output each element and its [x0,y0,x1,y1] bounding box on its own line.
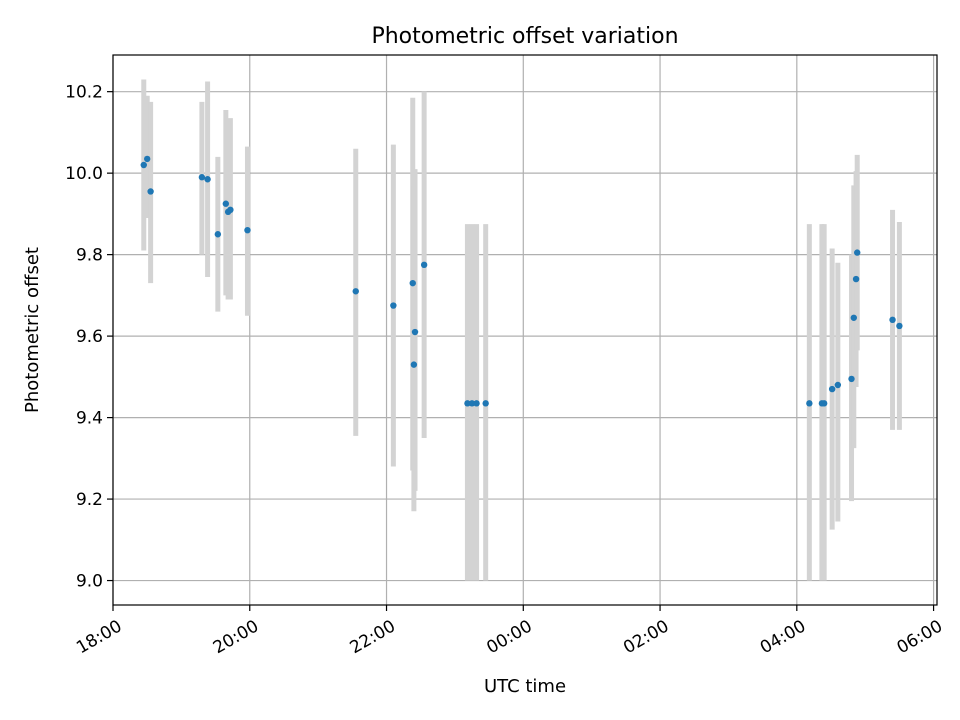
data-point [222,200,230,207]
x-tick-label: 02:00 [620,616,672,658]
y-tick-label: 10.0 [65,164,103,184]
x-tick-label: 22:00 [347,616,399,658]
data-point [473,400,480,407]
data-point [204,176,211,183]
data-point [410,361,418,368]
y-tick-label: 9.6 [76,327,103,347]
y-tick-label: 9.2 [76,490,103,510]
data-point [411,328,419,336]
y-tick-label: 9.0 [76,572,103,592]
x-axis-ticks: 18:00 20:00 22:00 00:00 02:00 04:00 06:00 [73,605,946,658]
data-point [244,226,251,234]
x-tick-label: 20:00 [210,616,262,658]
chart-title: Photometric offset variation [371,24,678,49]
data-point [482,400,489,407]
data-point [390,302,397,309]
data-point [420,261,428,269]
data-point [834,381,842,389]
data-point [352,288,359,295]
data-point [854,249,861,256]
data-point [820,400,828,407]
data-point [852,275,860,283]
data-point [468,400,476,407]
data-point [147,188,154,195]
data-point [143,155,151,163]
y-axis-ticks: 9.0 9.2 9.4 9.6 9.8 10.0 10.2 [65,83,113,592]
y-tick-label: 9.8 [76,246,103,266]
y-tick-label: 10.2 [65,83,103,103]
data-point [214,231,222,238]
data-point [848,375,855,383]
data-point [140,161,147,169]
x-tick-label: 18:00 [73,616,125,658]
x-tick-label: 06:00 [894,616,946,658]
plot-frame [112,54,938,606]
data-points [140,155,903,407]
data-point [889,316,896,324]
error-bars [141,79,902,581]
data-point [828,385,836,393]
x-tick-label: 00:00 [483,616,535,658]
data-point [806,400,813,407]
y-tick-label: 9.4 [76,409,103,429]
x-axis-label: UTC time [484,676,566,697]
data-point [896,322,903,330]
y-axis-label: Photometric offset [22,247,43,413]
data-point [409,279,416,287]
grid [112,55,937,605]
x-tick-label: 04:00 [757,616,809,658]
data-point [198,174,206,181]
data-point [850,314,858,321]
data-point [464,400,471,407]
data-point [227,206,234,214]
